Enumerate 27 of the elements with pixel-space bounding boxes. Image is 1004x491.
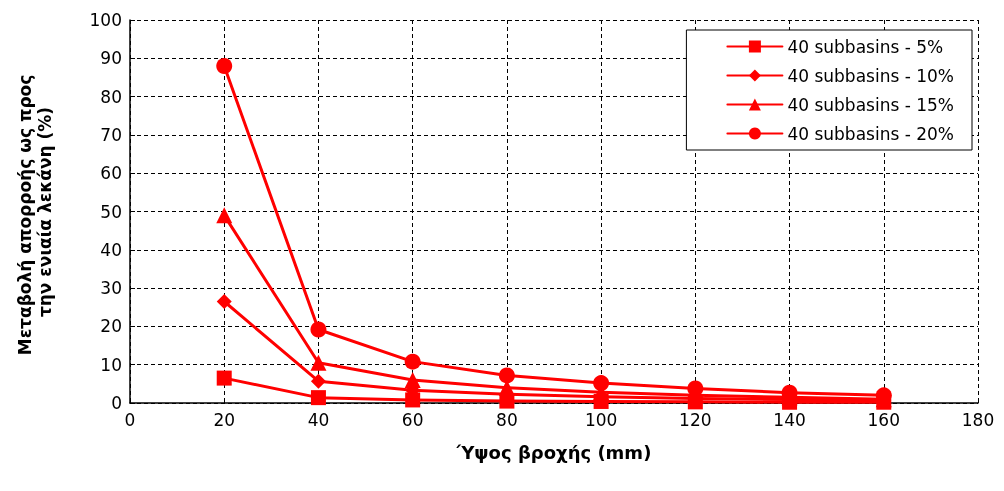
y-tick-label: 100 xyxy=(89,10,122,30)
x-tick-label: 60 xyxy=(401,409,424,430)
x-tick-label: 120 xyxy=(679,409,712,430)
y-tick-label: 90 xyxy=(100,48,122,69)
x-tick-label: 100 xyxy=(584,409,618,430)
y-tick-label: 50 xyxy=(100,201,122,222)
legend-label: 40 subbasins - 5% xyxy=(787,36,944,57)
legend-label: 40 subbasins - 15% xyxy=(787,94,954,115)
y-tick-label: 40 xyxy=(100,239,122,260)
x-tick-label: 40 xyxy=(307,409,330,430)
x-tick-label: 180 xyxy=(961,409,995,430)
y-axis-title: Μεταβολή απορροής ως προς την ενιαία λεκάνη (%) xyxy=(15,68,55,356)
x-tick-label: 80 xyxy=(496,409,518,430)
legend-label: 40 subbasins - 10% xyxy=(787,65,954,86)
x-tick-label: 140 xyxy=(773,409,806,430)
y-tick-label: 60 xyxy=(100,163,122,184)
x-axis-title: Ύψος βροχής (mm) xyxy=(455,441,652,463)
y-tick-label: 10 xyxy=(100,354,122,375)
y-tick-label: 80 xyxy=(100,86,122,107)
y-tick-label: 30 xyxy=(100,278,122,299)
y-tick-label: 20 xyxy=(100,316,122,337)
y-tick-label: 0 xyxy=(111,393,122,413)
legend-label: 40 subbasins - 20% xyxy=(787,123,954,144)
x-tick-label: 20 xyxy=(213,409,236,430)
x-tick-label: 160 xyxy=(867,409,900,430)
y-tick-label: 70 xyxy=(100,124,122,145)
x-tick-label: 0 xyxy=(124,409,136,430)
